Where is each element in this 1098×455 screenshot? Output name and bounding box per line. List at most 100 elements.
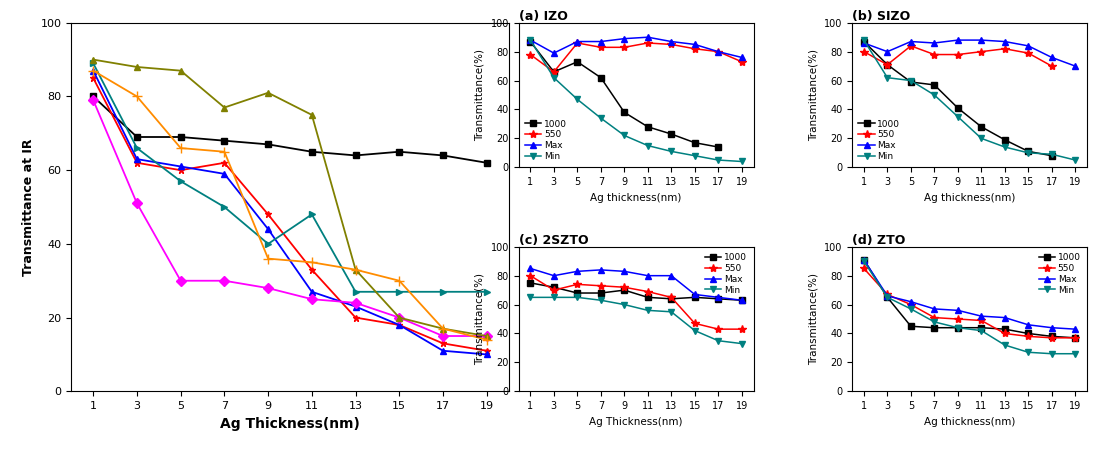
- Max: [975, 313, 988, 319]
- IZO: [217, 160, 231, 166]
- Min: [664, 149, 677, 154]
- AZO: [175, 145, 188, 151]
- Max: [571, 39, 584, 44]
- 1000: [1068, 335, 1082, 340]
- Legend: 1000, 550, Max, Min: 1000, 550, Max, Min: [704, 251, 749, 296]
- 1000: [688, 140, 702, 146]
- Text: (b) SIZO: (b) SIZO: [852, 10, 910, 23]
- Line: 1000: 1000: [527, 279, 746, 304]
- Max: [618, 268, 631, 274]
- Line: 1000: 1000: [861, 256, 1078, 341]
- Min: [641, 308, 654, 313]
- ZTO: [175, 178, 188, 184]
- AZO: [480, 337, 493, 343]
- Min: [547, 75, 560, 81]
- 550: [1045, 63, 1058, 69]
- IGZO: [436, 333, 449, 339]
- 1000: [998, 137, 1011, 142]
- 1000: [712, 144, 725, 150]
- 1000: [905, 79, 918, 85]
- Line: 550: 550: [526, 272, 746, 334]
- AZO: [261, 256, 274, 261]
- IGZO: [175, 278, 188, 283]
- S IZO: [131, 157, 144, 162]
- IGZO: [261, 285, 274, 291]
- ZnO: [217, 105, 231, 110]
- Line: AZO: AZO: [88, 66, 492, 344]
- IZO: [393, 322, 406, 328]
- IZO: [436, 341, 449, 346]
- IGZO: [480, 333, 493, 339]
- ZnO: [393, 315, 406, 320]
- Line: Min: Min: [861, 258, 1078, 357]
- Line: S IZO: S IZO: [90, 67, 490, 358]
- Text: (d) ZTO: (d) ZTO: [852, 234, 906, 247]
- ZnO: [349, 267, 362, 273]
- Max: [881, 293, 894, 298]
- 550: [905, 302, 918, 307]
- 550: [641, 289, 654, 294]
- Min: [998, 342, 1011, 348]
- Min: [688, 153, 702, 158]
- 550: [618, 45, 631, 50]
- 1000: [1022, 149, 1035, 154]
- 1000: [547, 284, 560, 290]
- 550: [1068, 335, 1082, 340]
- X-axis label: Ag thickness(nm): Ag thickness(nm): [923, 417, 1016, 427]
- Min: [975, 328, 988, 334]
- 1000: [881, 295, 894, 300]
- Max: [524, 266, 537, 271]
- S IZO: [305, 289, 318, 294]
- 1000: [928, 325, 941, 330]
- 550: [664, 42, 677, 47]
- 1000: [547, 69, 560, 75]
- Max: [1045, 325, 1058, 330]
- ZnO: [261, 90, 274, 96]
- 1000: [858, 39, 871, 44]
- Max: [951, 308, 964, 313]
- Max: [1022, 43, 1035, 49]
- 2S ZTO: [261, 142, 274, 147]
- 2S ZTO: [217, 138, 231, 143]
- Line: Max: Max: [527, 265, 746, 304]
- 1000: [1045, 153, 1058, 158]
- Max: [928, 40, 941, 46]
- Max: [712, 295, 725, 300]
- 1000: [975, 325, 988, 330]
- Line: 2S ZTO: 2S ZTO: [90, 93, 490, 166]
- Max: [1068, 63, 1082, 69]
- 1000: [688, 295, 702, 300]
- 2S ZTO: [87, 94, 100, 99]
- Min: [736, 159, 749, 164]
- 550: [712, 326, 725, 332]
- Line: IZO: IZO: [90, 75, 490, 354]
- Max: [712, 49, 725, 55]
- Min: [1045, 152, 1058, 157]
- Max: [594, 39, 607, 44]
- Line: Max: Max: [527, 34, 746, 61]
- 550: [1022, 334, 1035, 339]
- Min: [858, 37, 871, 43]
- 550: [975, 318, 988, 323]
- S IZO: [436, 348, 449, 354]
- Max: [547, 51, 560, 56]
- Min: [881, 75, 894, 81]
- Y-axis label: Transmittance(%): Transmittance(%): [475, 273, 485, 365]
- 550: [712, 49, 725, 55]
- Min: [524, 295, 537, 300]
- Line: Min: Min: [861, 36, 1078, 163]
- Min: [664, 309, 677, 314]
- Y-axis label: Transmittance(%): Transmittance(%): [808, 273, 818, 365]
- ZTO: [87, 61, 100, 66]
- 1000: [975, 124, 988, 130]
- 2S ZTO: [436, 153, 449, 158]
- 550: [998, 331, 1011, 336]
- Max: [858, 40, 871, 46]
- Text: (a) IZO: (a) IZO: [518, 10, 568, 23]
- Min: [998, 144, 1011, 150]
- Min: [1022, 150, 1035, 156]
- Min: [594, 298, 607, 303]
- 1000: [712, 296, 725, 302]
- IGZO: [305, 297, 318, 302]
- 550: [975, 49, 988, 55]
